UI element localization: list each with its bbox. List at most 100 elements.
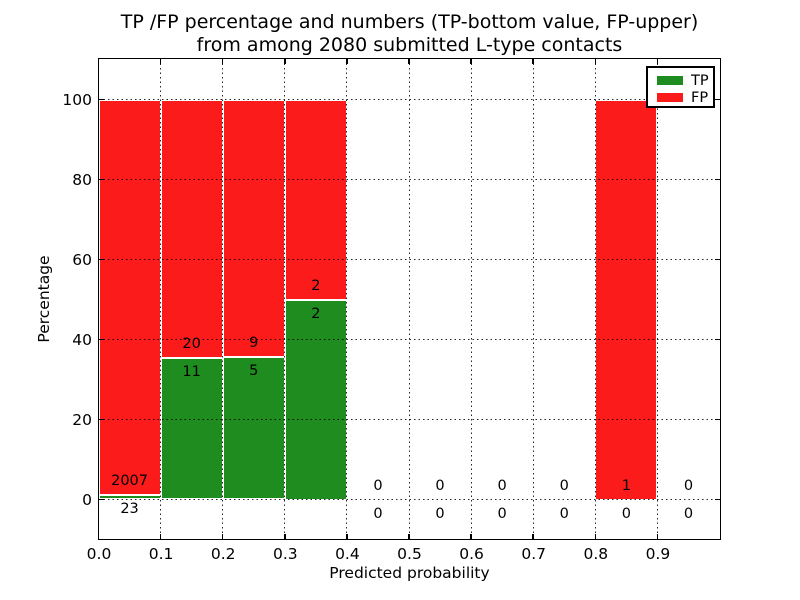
y-tick-mark bbox=[98, 178, 104, 181]
fp-count-label: 9 bbox=[249, 334, 259, 351]
y-tick-mark-right bbox=[714, 98, 720, 101]
x-tick-mark-top bbox=[159, 58, 162, 64]
y-tick-label: 40 bbox=[72, 331, 92, 349]
legend-row: TP bbox=[648, 72, 713, 89]
y-tick-label: 100 bbox=[62, 91, 92, 109]
vertical-gridline bbox=[594, 58, 596, 539]
tp-count-label: 0 bbox=[559, 505, 569, 522]
x-tick-label: 0.7 bbox=[521, 545, 547, 563]
tp-count-label: 11 bbox=[182, 363, 201, 380]
horizontal-gridline bbox=[98, 99, 720, 100]
fp-count-label: 20 bbox=[182, 335, 201, 352]
vertical-gridline bbox=[532, 58, 534, 539]
bar-segment-fp bbox=[284, 99, 347, 300]
fp-count-label: 0 bbox=[497, 477, 507, 494]
x-tick-label: 0.9 bbox=[645, 545, 671, 563]
vertical-gridline bbox=[160, 58, 162, 539]
x-tick-mark bbox=[284, 533, 286, 539]
tp-count-label: 0 bbox=[621, 505, 631, 522]
y-tick-mark-right bbox=[714, 418, 720, 421]
y-tick-mark-right bbox=[714, 498, 720, 501]
x-tick-label: 0.3 bbox=[272, 545, 298, 563]
horizontal-gridline bbox=[98, 499, 720, 500]
bar-segment-fp bbox=[222, 99, 285, 357]
legend-swatch-tp bbox=[657, 76, 683, 85]
vertical-gridline bbox=[408, 58, 410, 539]
x-tick-label: 0.1 bbox=[148, 545, 174, 563]
x-tick-label: 0.4 bbox=[335, 545, 360, 563]
tp-count-label: 0 bbox=[497, 505, 507, 522]
fp-count-label: 0 bbox=[683, 477, 694, 494]
x-tick-label: 0.8 bbox=[583, 545, 609, 563]
horizontal-gridline bbox=[98, 419, 720, 420]
y-tick-label: 0 bbox=[82, 491, 92, 509]
y-tick-mark bbox=[98, 98, 104, 101]
x-tick-mark-top bbox=[97, 58, 100, 64]
fp-count-label: 1 bbox=[621, 477, 631, 494]
x-axis-label: Predicted probability bbox=[329, 564, 490, 582]
bars-layer bbox=[98, 59, 720, 539]
bar-segment-tp bbox=[222, 356, 285, 500]
legend-label-fp: FP bbox=[691, 89, 709, 106]
x-tick-mark-top bbox=[656, 58, 659, 64]
x-tick-mark-top bbox=[594, 58, 597, 64]
x-tick-mark bbox=[470, 533, 472, 539]
vertical-gridline bbox=[284, 58, 286, 539]
vertical-gridline bbox=[656, 58, 658, 539]
x-tick-mark-top bbox=[346, 58, 348, 64]
x-tick-mark bbox=[346, 533, 348, 539]
y-tick-mark bbox=[98, 258, 104, 261]
y-tick-mark bbox=[98, 418, 104, 421]
x-tick-mark bbox=[656, 533, 659, 539]
y-tick-label: 20 bbox=[72, 411, 92, 429]
y-tick-mark-right bbox=[714, 258, 720, 261]
x-tick-label: 0.2 bbox=[210, 545, 236, 563]
chart-title: TP /FP percentage and numbers (TP-bottom… bbox=[99, 11, 720, 57]
horizontal-gridline bbox=[98, 339, 720, 340]
vertical-gridline bbox=[470, 58, 472, 539]
x-tick-mark-top bbox=[221, 58, 224, 64]
horizontal-gridline bbox=[98, 259, 720, 260]
ticks-layer bbox=[97, 58, 720, 539]
x-tick-mark-top bbox=[532, 58, 534, 64]
y-tick-mark bbox=[98, 498, 104, 501]
vertical-gridline bbox=[222, 58, 224, 539]
fp-count-label: 2007 bbox=[111, 472, 149, 489]
bar-segment-fp bbox=[595, 99, 658, 500]
bar-segment-tp bbox=[160, 357, 223, 500]
bar-segment-fp bbox=[160, 99, 223, 358]
legend-swatch-fp bbox=[657, 93, 683, 102]
grid-layer bbox=[98, 58, 720, 539]
annotations-layer: 2007 23 20 11 9 5 2 2 0 0 0 0 0 0 0 0 1 0 0 0 bbox=[99, 59, 720, 539]
tp-count-label: 5 bbox=[249, 362, 259, 379]
legend-row: FP bbox=[648, 89, 713, 106]
x-tick-label: 0.6 bbox=[459, 545, 484, 563]
tp-count-label: 0 bbox=[683, 505, 694, 522]
x-tick-label: 0.0 bbox=[86, 545, 112, 563]
legend: TP FP bbox=[646, 66, 715, 108]
chart-title-line2: from among 2080 submitted L-type contact… bbox=[196, 34, 623, 56]
fp-count-label: 0 bbox=[373, 477, 383, 494]
tp-count-label: 0 bbox=[373, 505, 383, 522]
x-tick-mark bbox=[159, 533, 162, 539]
legend-label-tp: TP bbox=[691, 72, 709, 89]
x-tick-mark-top bbox=[284, 58, 286, 64]
fp-count-label: 0 bbox=[559, 477, 569, 494]
chart-title-line1: TP /FP percentage and numbers (TP-bottom… bbox=[120, 11, 699, 33]
vertical-gridline bbox=[346, 58, 348, 539]
x-tick-mark bbox=[408, 533, 410, 539]
y-tick-label: 60 bbox=[72, 251, 92, 269]
bar-segment-tp bbox=[284, 299, 347, 500]
x-tick-label: 0.5 bbox=[397, 545, 422, 563]
y-tick-mark bbox=[98, 338, 104, 341]
x-tick-mark bbox=[221, 533, 224, 539]
x-tick-mark-top bbox=[408, 58, 410, 64]
y-tick-mark-right bbox=[714, 338, 720, 341]
bar-segment-fp bbox=[98, 99, 161, 495]
plot-area: 2007 23 20 11 9 5 2 2 0 0 0 0 0 0 0 0 1 0 0 0 bbox=[97, 57, 721, 540]
tp-count-label: 23 bbox=[120, 500, 139, 517]
fp-count-label: 0 bbox=[435, 477, 445, 494]
y-tick-mark-right bbox=[714, 178, 720, 181]
horizontal-gridline bbox=[98, 179, 720, 180]
